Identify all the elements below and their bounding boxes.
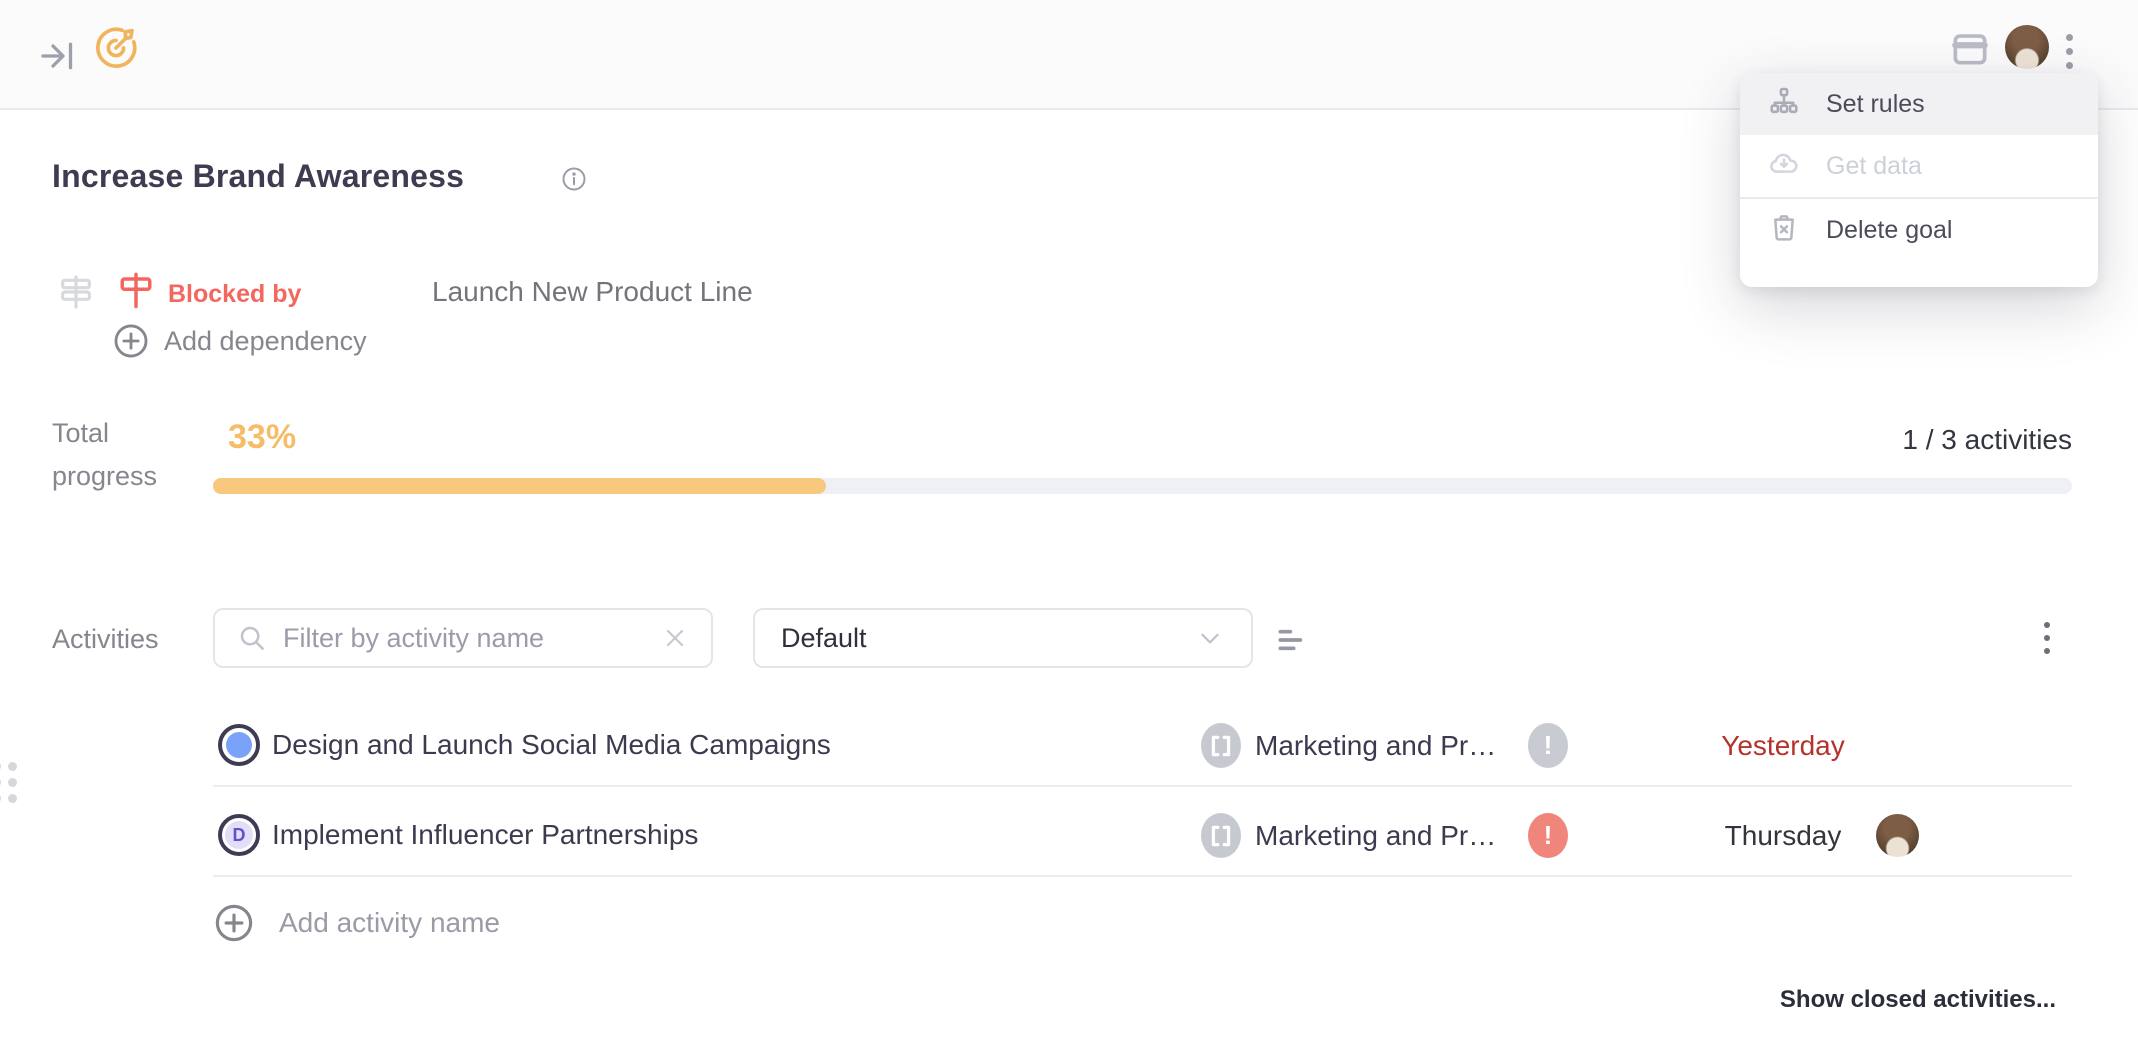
activities-section-label: Activities: [52, 624, 159, 654]
blocked-by-signpost-icon[interactable]: [114, 268, 158, 317]
menu-item-label: Get data: [1826, 151, 1922, 180]
plus-circle-icon: [215, 904, 253, 942]
status-letter: D: [225, 821, 253, 849]
add-activity-button[interactable]: Add activity name: [213, 902, 500, 944]
collapse-panel-icon[interactable]: [38, 36, 78, 81]
activity-title[interactable]: Implement Influencer Partnerships: [272, 819, 699, 850]
activity-row[interactable]: Design and Launch Social Media Campaigns…: [213, 703, 2072, 787]
status-badge-draft[interactable]: D: [218, 814, 260, 856]
project-badge-icon: [1201, 813, 1241, 858]
blocked-by-goal-link[interactable]: Launch New Product Line: [432, 276, 753, 307]
sort-order-icon[interactable]: [1272, 620, 1312, 665]
activity-row[interactable]: D Implement Influencer Partnerships Mark…: [213, 793, 2072, 877]
activity-filter: [213, 608, 713, 668]
menu-separator: [1740, 197, 2098, 199]
goal-context-menu: Set rules Get data Delete goal: [1740, 73, 2098, 287]
add-activity-label: Add activity name: [279, 907, 500, 938]
info-icon[interactable]: [560, 165, 588, 198]
menu-item-set-rules[interactable]: Set rules: [1740, 73, 2098, 135]
priority-badge-urgent[interactable]: !: [1528, 813, 1568, 858]
plus-circle-icon: [114, 324, 148, 358]
priority-badge-muted[interactable]: !: [1528, 723, 1568, 768]
goal-target-icon: [90, 22, 142, 79]
sitemap-icon: [1768, 85, 1800, 124]
menu-item-delete-goal[interactable]: Delete goal: [1740, 199, 2098, 261]
drag-handle[interactable]: [0, 762, 17, 803]
due-date[interactable]: Yesterday: [1721, 730, 1845, 761]
activities-more-icon[interactable]: [2040, 618, 2054, 658]
chevron-down-icon: [1201, 633, 1219, 644]
project-name[interactable]: Marketing and Pr…: [1255, 730, 1495, 761]
progress-fill: [213, 478, 827, 494]
menu-item-label: Set rules: [1826, 89, 1925, 118]
project-badge-icon: [1201, 723, 1241, 768]
total-progress-label: Total progress: [52, 418, 158, 491]
activities-count: 1 / 3 activities: [1902, 424, 2072, 455]
progress-bar: [213, 478, 2072, 494]
due-date[interactable]: Thursday: [1724, 820, 1842, 851]
show-closed-activities-link[interactable]: Show closed activities...: [1779, 986, 2056, 1013]
activity-title[interactable]: Design and Launch Social Media Campaigns: [272, 729, 831, 760]
clear-filter-icon[interactable]: [661, 624, 689, 652]
trash-x-icon: [1768, 211, 1800, 250]
row-divider: [213, 785, 2072, 787]
status-badge-open[interactable]: [218, 724, 260, 766]
project-name[interactable]: Marketing and Pr…: [1255, 820, 1495, 851]
calendar-icon[interactable]: [1948, 26, 1992, 75]
add-dependency-label: Add dependency: [164, 325, 367, 356]
search-icon: [240, 626, 264, 650]
menu-item-label: Delete goal: [1826, 215, 1953, 244]
user-avatar[interactable]: [2005, 25, 2049, 69]
row-divider: [213, 875, 2072, 877]
cloud-download-icon: [1768, 147, 1800, 186]
top-bar: [0, 0, 2138, 110]
add-dependency-button[interactable]: Add dependency: [112, 322, 367, 360]
assignee-avatar[interactable]: [1876, 814, 1919, 857]
page-title[interactable]: Increase Brand Awareness: [52, 158, 465, 194]
sort-select[interactable]: Default: [753, 608, 1253, 668]
progress-percent: 33%: [228, 418, 297, 456]
dependencies-icon: [56, 272, 96, 317]
header-more-icon[interactable]: [2062, 30, 2077, 73]
sort-select-value: Default: [781, 622, 867, 653]
menu-item-get-data: Get data: [1740, 135, 2098, 197]
filter-input[interactable]: [283, 622, 645, 654]
blocked-by-label[interactable]: Blocked by: [168, 280, 302, 308]
